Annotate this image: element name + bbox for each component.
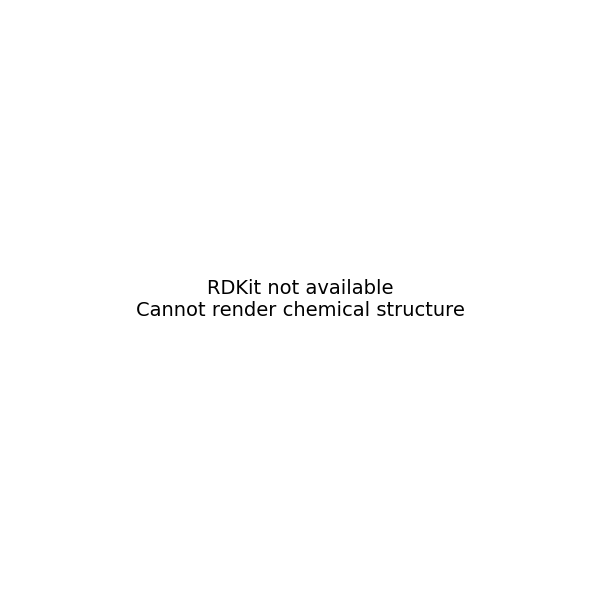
- Text: RDKit not available
Cannot render chemical structure: RDKit not available Cannot render chemic…: [136, 280, 464, 320]
